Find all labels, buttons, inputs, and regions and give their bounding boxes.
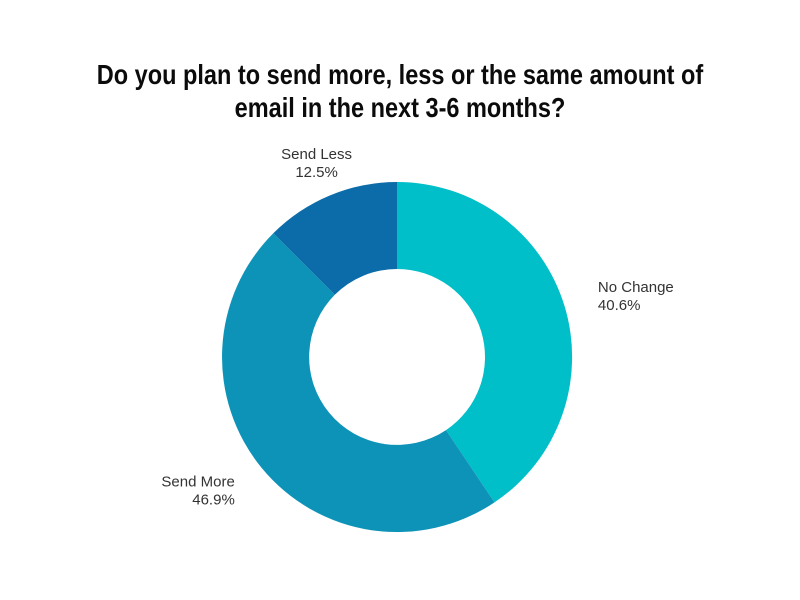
chart-title-line2: email in the next 3-6 months? (234, 92, 566, 123)
chart-title: Do you plan to send more, less or the sa… (64, 58, 736, 124)
slice-label-text: Send Less (281, 146, 352, 163)
slice-value-text: 46.9% (192, 491, 235, 508)
donut-slice-send-less (273, 182, 397, 295)
slice-value-text: 12.5% (295, 164, 338, 181)
donut-slice-no-change (397, 181, 573, 503)
slice-label-text: No Change (598, 279, 674, 296)
donut-slice-send-more (222, 233, 495, 533)
chart-title-line1: Do you plan to send more, less or the sa… (96, 59, 704, 90)
slice-label-text: Send More (161, 473, 234, 490)
slice-value-text: 40.6% (598, 297, 641, 314)
